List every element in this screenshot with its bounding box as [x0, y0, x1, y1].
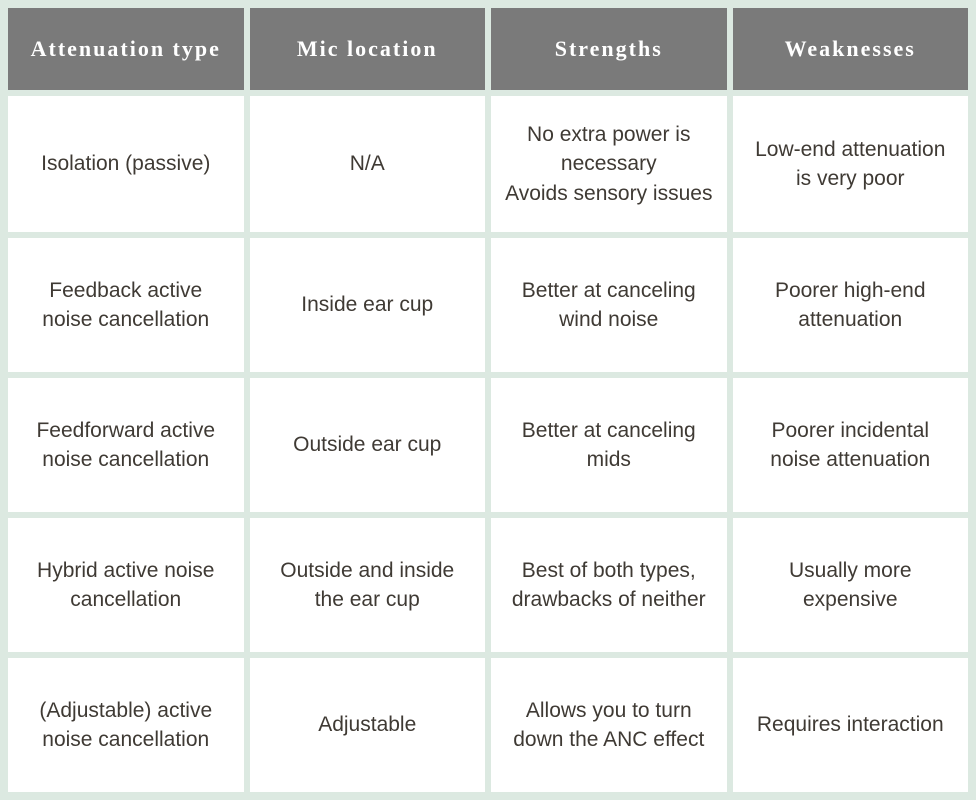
cell-attenuation-type: (Adjustable) active noise cancellation: [8, 658, 244, 792]
cell-strengths: Better at canceling mids: [491, 378, 727, 512]
table-row: (Adjustable) active noise cancellation A…: [8, 658, 968, 792]
cell-mic-location: Outside and inside the ear cup: [250, 518, 486, 652]
col-header-attenuation-type: Attenuation type: [8, 8, 244, 90]
cell-weaknesses: Poorer incidental noise attenuation: [733, 378, 969, 512]
cell-attenuation-type: Feedforward active noise cancellation: [8, 378, 244, 512]
col-header-mic-location: Mic location: [250, 8, 486, 90]
cell-weaknesses: Usually more expensive: [733, 518, 969, 652]
table-row: Hybrid active noise cancellation Outside…: [8, 518, 968, 652]
cell-strengths: No extra power is necessaryAvoids sensor…: [491, 96, 727, 232]
table-header-row: Attenuation type Mic location Strengths …: [8, 8, 968, 90]
cell-attenuation-type: Feedback active noise cancellation: [8, 238, 244, 372]
cell-strengths: Allows you to turn down the ANC effect: [491, 658, 727, 792]
cell-mic-location: Inside ear cup: [250, 238, 486, 372]
comparison-table: Attenuation type Mic location Strengths …: [2, 2, 974, 798]
cell-mic-location: N/A: [250, 96, 486, 232]
cell-attenuation-type: Isolation (passive): [8, 96, 244, 232]
col-header-weaknesses: Weaknesses: [733, 8, 969, 90]
cell-weaknesses: Low-end attenuation is very poor: [733, 96, 969, 232]
cell-strengths: Best of both types, drawbacks of neither: [491, 518, 727, 652]
comparison-table-container: Attenuation type Mic location Strengths …: [0, 0, 976, 800]
cell-attenuation-type: Hybrid active noise cancellation: [8, 518, 244, 652]
table-row: Feedback active noise cancellation Insid…: [8, 238, 968, 372]
col-header-strengths: Strengths: [491, 8, 727, 90]
cell-weaknesses: Poorer high-end attenuation: [733, 238, 969, 372]
table-row: Isolation (passive) N/A No extra power i…: [8, 96, 968, 232]
cell-strengths: Better at canceling wind noise: [491, 238, 727, 372]
cell-weaknesses: Requires interaction: [733, 658, 969, 792]
cell-mic-location: Adjustable: [250, 658, 486, 792]
cell-mic-location: Outside ear cup: [250, 378, 486, 512]
table-row: Feedforward active noise cancellation Ou…: [8, 378, 968, 512]
